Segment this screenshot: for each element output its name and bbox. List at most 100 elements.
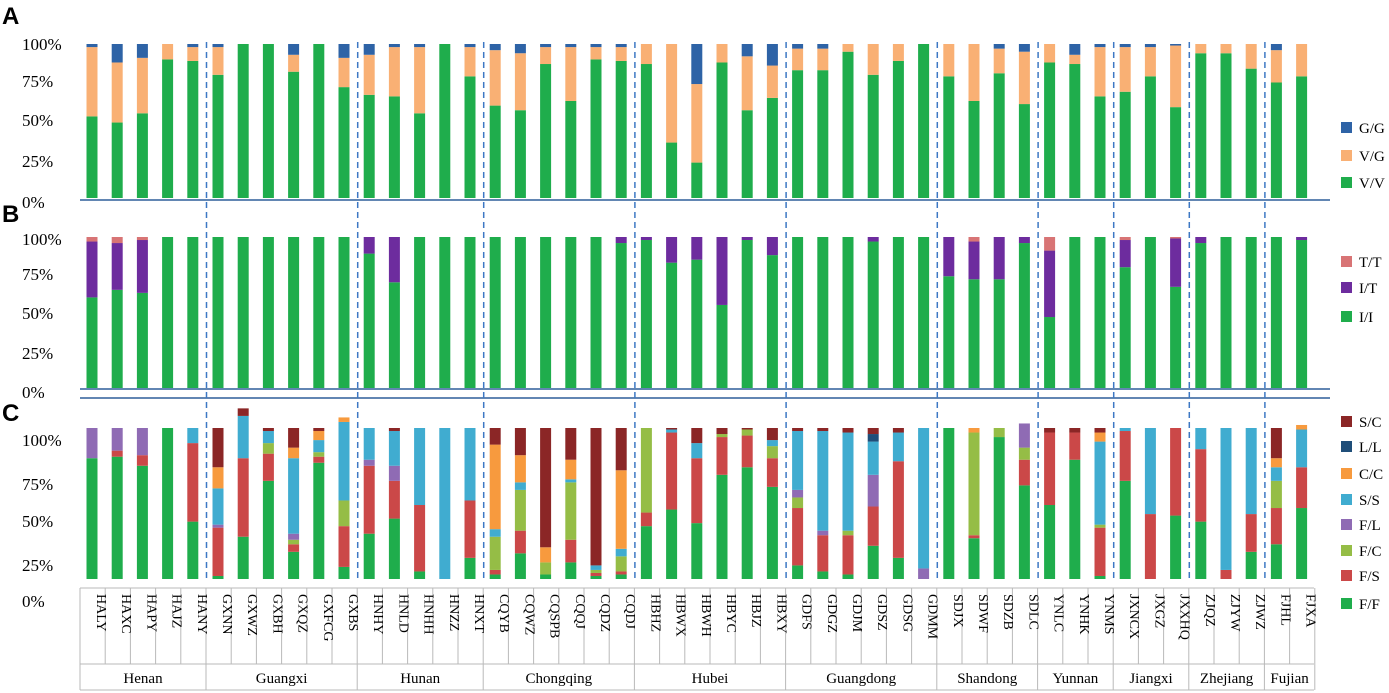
bar-segment-f-s (1296, 467, 1308, 509)
bar-segment-v-v (1069, 64, 1081, 199)
bar-segment-f-s (288, 544, 300, 552)
bar-segment-f-c (262, 443, 274, 454)
bar-haxc (111, 237, 123, 388)
bar-segment-g-g (1094, 44, 1106, 48)
bar-sdzb (993, 44, 1005, 198)
bar-fjxa (1296, 44, 1308, 198)
province-label: Guangdong (826, 671, 896, 687)
bar-segment-g-g (1170, 44, 1182, 46)
category-label: ZJQZ (1202, 594, 1217, 627)
bar-segment-s-c (1069, 428, 1081, 433)
bar-segment-v-v (968, 100, 980, 198)
bar-segment-i-t (943, 237, 955, 277)
bar-segment-f-f (338, 566, 350, 579)
bar-segment-f-s (363, 465, 375, 534)
bar-segment-i-t (1195, 237, 1207, 244)
bar-segment-c-c (968, 428, 980, 433)
bar-segment-i-i (741, 240, 753, 388)
bar-segment-f-c (766, 446, 778, 459)
bar-segment-s-c (817, 428, 829, 432)
bar-segment-f-f (237, 536, 249, 579)
province-label: Zhejiang (1200, 671, 1254, 687)
y-tick-label: 75% (22, 72, 53, 91)
bar-zjqz (1195, 237, 1207, 388)
category-label: HBWH (698, 594, 713, 637)
bar-segment-v-v (615, 60, 627, 198)
legend-swatch-c-c (1341, 468, 1352, 479)
legend-swatch-v-v (1341, 177, 1352, 188)
bar-haxc (111, 44, 123, 198)
legend-swatch-i-t (1341, 282, 1352, 293)
bar-segment-i-i (212, 237, 224, 388)
bar-hnzz (439, 428, 451, 579)
y-tick-label: 0% (22, 383, 45, 402)
bar-segment-f-c (1018, 447, 1030, 460)
bar-hbwh (691, 237, 703, 388)
bar-segment-f-f (716, 474, 728, 579)
bar-segment-f-f (1170, 515, 1182, 579)
bar-gdfs (792, 428, 804, 579)
bar-segment-v-v (943, 76, 955, 198)
bar-jxncx (1119, 44, 1131, 198)
bar-segment-i-i (187, 237, 199, 388)
bar-sdwf (968, 428, 980, 579)
bar-segment-t-t (1170, 237, 1182, 239)
bar-jxxhq (1170, 44, 1182, 198)
bar-gdmm (918, 237, 930, 388)
bar-segment-f-f (1195, 521, 1207, 579)
bar-segment-s-s (262, 431, 274, 444)
bar-segment-s-s (1270, 467, 1282, 481)
bar-segment-f-f (691, 523, 703, 579)
panels-layer: A100%75%50%25%0%G/GV/GV/VB100%75%50%25%0… (2, 3, 1385, 613)
bar-sdwf (968, 44, 980, 198)
bar-segment-f-s (1018, 459, 1030, 486)
bar-haly (86, 428, 98, 579)
bar-segment-s-c (691, 428, 703, 444)
bar-segment-f-s (262, 453, 274, 481)
bar-segment-v-g (136, 57, 148, 114)
bar-gdsg (892, 237, 904, 388)
bar-segment-i-t (1170, 238, 1182, 287)
bar-segment-i-i (1018, 243, 1030, 388)
category-label: GXBS (345, 594, 360, 631)
category-label: GDSZ (874, 594, 889, 631)
bar-gxwz (237, 237, 249, 388)
bar-segment-f-c (640, 428, 652, 513)
bar-segment-f-s (388, 480, 400, 519)
bar-segment-f-f (565, 562, 577, 579)
bar-segment-v-g (1144, 47, 1156, 77)
bar-segment-v-g (1044, 44, 1056, 63)
province-label: Hubei (692, 671, 729, 687)
bar-hnhy (363, 428, 375, 579)
bar-segment-v-v (1170, 107, 1182, 198)
bar-sdzb (993, 237, 1005, 388)
bar-segment-v-g (565, 47, 577, 101)
bar-segment-v-v (666, 142, 678, 198)
bars (86, 237, 1308, 388)
bar-segment-f-f (1296, 508, 1308, 579)
bar-segment-s-c (741, 428, 753, 430)
y-tick-label: 100% (22, 35, 62, 54)
bar-segment-s-c (388, 428, 400, 432)
province-label: Chongqing (525, 671, 592, 687)
legend-swatch-g-g (1341, 122, 1352, 133)
legend-swatch-v-g (1341, 150, 1352, 161)
bar-gdjm (842, 428, 854, 579)
bar-segment-s-c (666, 428, 678, 430)
bar-zjwz (1245, 44, 1257, 198)
bar-segment-v-g (1094, 47, 1106, 97)
y-tick-label: 50% (22, 111, 53, 130)
bar-segment-c-c (615, 470, 627, 549)
bar-segment-i-i (111, 289, 123, 388)
bar-cqwz (514, 44, 526, 198)
bar-segment-i-i (1296, 240, 1308, 388)
bar-segment-f-s (212, 527, 224, 576)
bar-ynlc (1044, 237, 1056, 388)
bar-segment-t-t (136, 237, 148, 241)
bar-segment-g-g (489, 44, 501, 51)
group-separators (205, 42, 1266, 582)
bar-segment-f-c (716, 434, 728, 438)
bar-segment-f-f (212, 575, 224, 579)
bar-jxgz (1144, 44, 1156, 198)
bar-segment-v-g (1195, 44, 1207, 54)
